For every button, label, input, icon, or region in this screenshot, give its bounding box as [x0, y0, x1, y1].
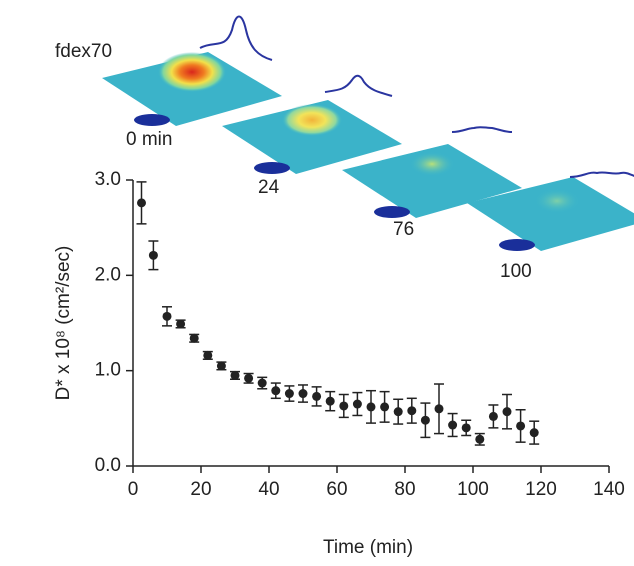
data-point — [203, 351, 212, 360]
data-point — [435, 404, 444, 413]
x-tick-label: 0 — [128, 479, 139, 500]
data-point — [258, 379, 267, 388]
annotation: 100 — [500, 261, 532, 282]
annotation: 24 — [258, 177, 280, 198]
x-axis-label: Time (min) — [323, 537, 413, 558]
annotation: 76 — [393, 219, 414, 240]
chart: fdex70 0 min 24 76 100 Time (min) D* x 1… — [0, 0, 634, 566]
data-point — [312, 392, 321, 401]
data-point — [231, 371, 240, 380]
data-point — [421, 416, 430, 425]
y-tick-label: 0.0 — [95, 455, 121, 476]
data-point — [326, 397, 335, 406]
annotation: fdex70 — [55, 41, 112, 62]
y-axis-label: D* x 10⁸ (cm²/sec) — [53, 246, 74, 401]
data-point — [353, 400, 362, 409]
x-tick-label: 80 — [394, 479, 415, 500]
x-tick-label: 20 — [190, 479, 211, 500]
y-tick-label: 2.0 — [95, 264, 121, 285]
data-point — [137, 198, 146, 207]
data-point — [516, 421, 525, 430]
data-point — [163, 312, 172, 321]
surface-0 — [102, 17, 282, 127]
data-point — [503, 407, 512, 416]
data-point — [530, 428, 539, 437]
surface-images — [102, 17, 634, 252]
x-tick-label: 100 — [457, 479, 489, 500]
data-point — [244, 374, 253, 383]
data-point — [367, 402, 376, 411]
data-point — [407, 406, 416, 415]
data-point — [149, 251, 158, 260]
x-tick-label: 60 — [326, 479, 347, 500]
data-point — [217, 361, 226, 370]
data-point — [380, 402, 389, 411]
data-point — [475, 435, 484, 444]
data-point — [285, 389, 294, 398]
annotation: 0 min — [126, 129, 172, 150]
data-point — [462, 423, 471, 432]
data-point — [489, 412, 498, 421]
data-point — [190, 334, 199, 343]
x-tick-label: 120 — [525, 479, 557, 500]
data-point — [448, 421, 457, 430]
data-point — [339, 401, 348, 410]
data-point — [394, 407, 403, 416]
y-tick-label: 3.0 — [95, 169, 121, 190]
data-point — [299, 389, 308, 398]
data-point — [271, 386, 280, 395]
x-tick-label: 40 — [258, 479, 279, 500]
x-tick-label: 140 — [593, 479, 625, 500]
y-tick-label: 1.0 — [95, 360, 121, 381]
data-point — [176, 319, 185, 328]
